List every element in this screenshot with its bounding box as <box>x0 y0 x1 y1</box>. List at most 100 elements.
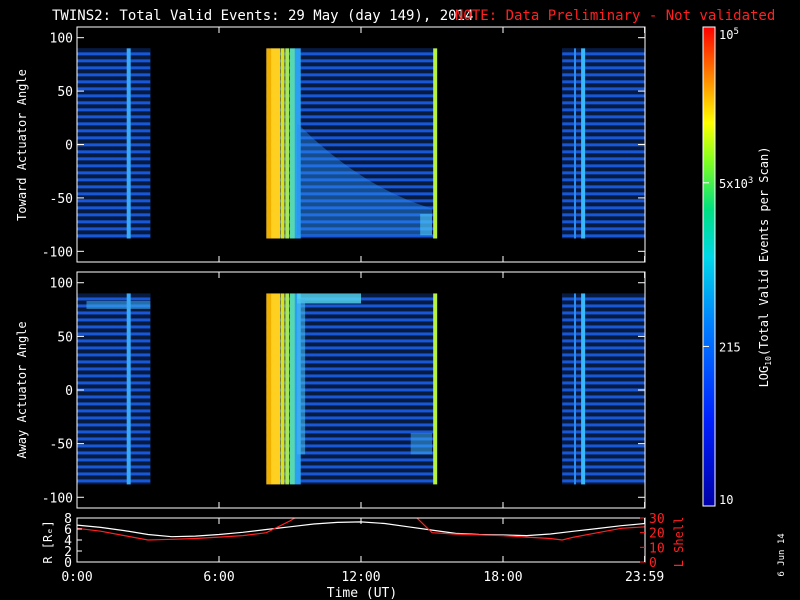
data-streak <box>266 69 437 74</box>
data-streak <box>562 132 645 137</box>
toward-panel: 100 50 0 -50 -100 <box>42 26 646 263</box>
data-streak <box>77 216 151 221</box>
data-streak <box>77 111 151 116</box>
data-streak <box>562 356 645 361</box>
data-streak <box>266 195 437 200</box>
away-panel: 100 50 0 -50 -100 <box>42 271 646 509</box>
enhanced-region <box>420 213 432 236</box>
data-streak <box>562 321 645 326</box>
data-streak <box>266 83 437 88</box>
orbit-left-ylabel: R [Rₑ] <box>41 520 55 563</box>
x-tick-label: 12:00 <box>341 570 380 585</box>
data-streak <box>562 412 645 417</box>
enhanced-region <box>297 298 306 455</box>
data-streak <box>562 405 645 410</box>
intense-band <box>290 293 295 485</box>
data-streak <box>266 125 437 130</box>
data-streak <box>77 321 151 326</box>
y-tick-label: -100 <box>42 491 73 506</box>
data-streak <box>266 398 437 403</box>
data-streak <box>266 321 437 326</box>
data-streak <box>562 55 645 60</box>
data-streak <box>562 160 645 165</box>
data-streak <box>77 188 151 193</box>
data-streak <box>562 293 645 298</box>
data-streak <box>77 412 151 417</box>
data-streak <box>562 419 645 424</box>
data-streak <box>266 412 437 417</box>
data-streak <box>77 153 151 158</box>
x-tick-label: 23:59 <box>625 570 664 585</box>
data-streak <box>562 447 645 452</box>
data-stripe <box>574 48 576 239</box>
data-streak <box>77 125 151 130</box>
intense-band <box>271 48 281 239</box>
data-streak <box>266 419 437 424</box>
data-streak <box>562 433 645 438</box>
data-streak <box>562 146 645 151</box>
data-streak <box>266 461 437 466</box>
lshell-series-line <box>77 518 645 541</box>
data-streak <box>77 118 151 123</box>
data-streak <box>562 398 645 403</box>
colorbar: 10 215 5x103 105 <box>702 26 753 507</box>
data-streak <box>266 216 437 221</box>
data-streak <box>77 461 151 466</box>
data-streak <box>77 97 151 102</box>
data-streak <box>77 433 151 438</box>
y-tick-label-right: 10 <box>649 541 665 556</box>
data-streak <box>77 90 151 95</box>
data-streak <box>77 48 151 53</box>
data-streak <box>77 370 151 375</box>
data-streak <box>266 55 437 60</box>
data-streak <box>77 356 151 361</box>
plot-background <box>77 518 645 562</box>
data-streak <box>77 139 151 144</box>
y-tick-label: 0 <box>65 139 73 154</box>
data-streak <box>77 447 151 452</box>
data-streak <box>562 167 645 172</box>
data-streak <box>562 475 645 480</box>
y-tick-label: 2 <box>64 545 72 560</box>
data-streak <box>266 223 437 228</box>
data-streak <box>77 335 151 340</box>
y-tick-label: 6 <box>64 523 72 538</box>
data-streak <box>266 447 437 452</box>
intense-band <box>285 293 290 485</box>
data-streak <box>266 391 437 396</box>
data-streak <box>562 209 645 214</box>
away-ylabel: Away Actuator Angle <box>15 321 29 458</box>
data-streak <box>266 230 437 235</box>
enhanced-region <box>297 123 432 236</box>
data-streak <box>266 188 437 193</box>
data-streak <box>77 398 151 403</box>
y-tick-label: 4 <box>64 534 72 549</box>
x-axis-label: Time (UT) <box>327 586 397 600</box>
data-streak <box>266 160 437 165</box>
data-streak <box>77 314 151 319</box>
data-streak <box>562 384 645 389</box>
data-streak <box>77 146 151 151</box>
data-streak <box>562 97 645 102</box>
data-streak <box>77 468 151 473</box>
data-streak <box>77 55 151 60</box>
colorbar-tick-label: 105 <box>719 27 739 42</box>
data-streak <box>266 97 437 102</box>
y-tick-label-right: 30 <box>649 512 665 527</box>
data-streak <box>562 328 645 333</box>
data-streak <box>562 314 645 319</box>
data-streak <box>562 174 645 179</box>
data-streak <box>562 202 645 207</box>
intense-band <box>266 48 272 239</box>
data-streak <box>562 62 645 67</box>
data-streak <box>77 104 151 109</box>
data-streak <box>77 475 151 480</box>
data-streak <box>266 363 437 368</box>
data-streak <box>562 461 645 466</box>
intense-band <box>266 293 272 485</box>
colorbar-tick-label: 215 <box>719 340 741 354</box>
intense-band <box>285 48 290 239</box>
data-streak <box>266 440 437 445</box>
end-band <box>433 293 438 485</box>
